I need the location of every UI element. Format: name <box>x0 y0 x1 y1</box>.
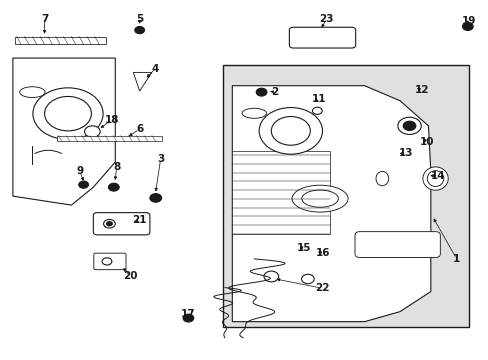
Text: 13: 13 <box>398 148 413 158</box>
Circle shape <box>135 27 144 34</box>
Text: 21: 21 <box>132 215 146 225</box>
Text: 14: 14 <box>430 171 445 181</box>
Text: 5: 5 <box>136 14 143 24</box>
Ellipse shape <box>20 87 45 98</box>
FancyBboxPatch shape <box>289 27 355 48</box>
Circle shape <box>271 117 310 145</box>
Text: 6: 6 <box>136 124 143 134</box>
Ellipse shape <box>427 171 443 186</box>
Circle shape <box>102 258 112 265</box>
Circle shape <box>84 126 100 137</box>
Circle shape <box>462 23 472 31</box>
FancyBboxPatch shape <box>57 135 161 141</box>
Polygon shape <box>13 58 115 205</box>
Ellipse shape <box>291 185 347 212</box>
Text: 1: 1 <box>452 254 459 264</box>
Text: 12: 12 <box>414 85 429 95</box>
Text: 7: 7 <box>41 14 48 24</box>
FancyBboxPatch shape <box>15 37 105 44</box>
Text: 4: 4 <box>151 64 159 74</box>
Circle shape <box>33 88 103 139</box>
Text: 18: 18 <box>104 115 119 125</box>
Circle shape <box>79 181 88 188</box>
Circle shape <box>44 96 91 131</box>
Text: 11: 11 <box>311 94 325 104</box>
Circle shape <box>108 183 119 191</box>
Circle shape <box>301 274 314 284</box>
Circle shape <box>256 88 266 96</box>
FancyBboxPatch shape <box>94 253 126 270</box>
Text: 19: 19 <box>461 17 475 27</box>
Text: 17: 17 <box>181 310 195 319</box>
Ellipse shape <box>375 171 388 186</box>
Ellipse shape <box>301 190 338 207</box>
Circle shape <box>403 121 415 131</box>
Text: 9: 9 <box>76 166 83 176</box>
Text: 3: 3 <box>157 154 164 164</box>
FancyBboxPatch shape <box>222 65 468 327</box>
Polygon shape <box>232 151 329 234</box>
Text: 10: 10 <box>419 138 434 147</box>
Polygon shape <box>133 72 152 91</box>
Circle shape <box>103 220 115 228</box>
Circle shape <box>397 117 420 134</box>
Polygon shape <box>232 86 430 321</box>
Text: 2: 2 <box>270 87 278 97</box>
Text: 16: 16 <box>316 248 330 258</box>
Circle shape <box>264 271 278 282</box>
Circle shape <box>106 222 112 226</box>
FancyBboxPatch shape <box>93 213 150 235</box>
Text: 8: 8 <box>113 162 120 172</box>
Text: 20: 20 <box>122 271 137 281</box>
Circle shape <box>259 108 322 154</box>
FancyBboxPatch shape <box>354 231 439 257</box>
Ellipse shape <box>242 108 266 118</box>
Ellipse shape <box>422 167 447 190</box>
Circle shape <box>183 314 193 322</box>
Text: 22: 22 <box>315 283 329 293</box>
Text: 23: 23 <box>319 14 333 24</box>
Circle shape <box>312 107 322 114</box>
Text: 15: 15 <box>296 243 310 253</box>
Circle shape <box>150 194 161 202</box>
